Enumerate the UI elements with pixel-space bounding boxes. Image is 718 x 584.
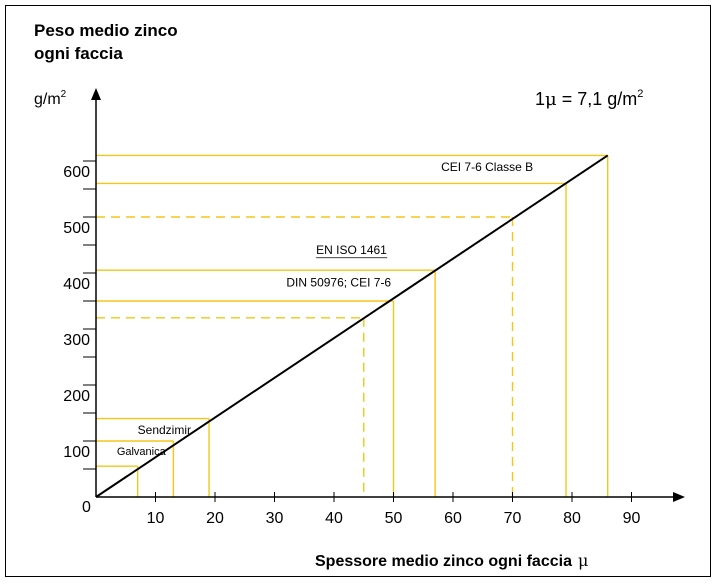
y-tick-label-100: 100 (63, 444, 90, 461)
standard-label-5: Galvanica (117, 446, 167, 458)
chart-frame (5, 5, 711, 577)
standard-label-2: DIN 50976; CEI 7-6 (286, 275, 391, 289)
origin-label: 0 (82, 499, 91, 516)
line-layer (95, 154, 609, 498)
y-tick-label-200: 200 (63, 388, 90, 405)
y-tick-label-600: 600 (63, 164, 90, 181)
x-tick-label-30: 30 (266, 510, 284, 527)
x-axis-label: Spessore medio zinco ogni faccia μ (315, 551, 588, 570)
x-axis-arrow (673, 492, 685, 502)
conversion-formula: 1μ = 7,1 g/m2 (535, 88, 643, 110)
standard-label-4: Sendzimir (138, 423, 191, 437)
standards-layer: CEI 7-6 Classe B EN ISO 1461 DIN 50976; CE… (96, 154, 609, 497)
y-axis-arrow (91, 88, 101, 100)
x-tick-label-70: 70 (504, 510, 522, 527)
text-layer: Peso medio zinco ogni faccia g/m2 1μ = 7… (34, 21, 643, 570)
y-tick-label-500: 500 (63, 220, 90, 237)
x-tick-label-90: 90 (623, 510, 641, 527)
x-tick-label-50: 50 (385, 510, 403, 527)
y-axis-label: g/m2 (34, 89, 67, 108)
y-tick-label-300: 300 (63, 332, 90, 349)
standard-label-1: EN ISO 1461 (316, 243, 387, 257)
conversion-line (95, 154, 609, 498)
standard-label-0: CEI 7-6 Classe B (441, 160, 533, 174)
x-tick-label-40: 40 (325, 510, 343, 527)
chart-title-line2: ogni faccia (34, 44, 123, 63)
x-tick-label-20: 20 (206, 510, 224, 527)
x-tick-label-10: 10 (147, 510, 165, 527)
chart-title-line1: Peso medio zinco (34, 21, 178, 40)
y-tick-label-400: 400 (63, 276, 90, 293)
x-tick-label-60: 60 (444, 510, 462, 527)
x-tick-label-80: 80 (563, 510, 581, 527)
axes-layer: 10 20 30 40 50 60 70 80 90 100 200 300 400 500 600 (63, 88, 685, 527)
